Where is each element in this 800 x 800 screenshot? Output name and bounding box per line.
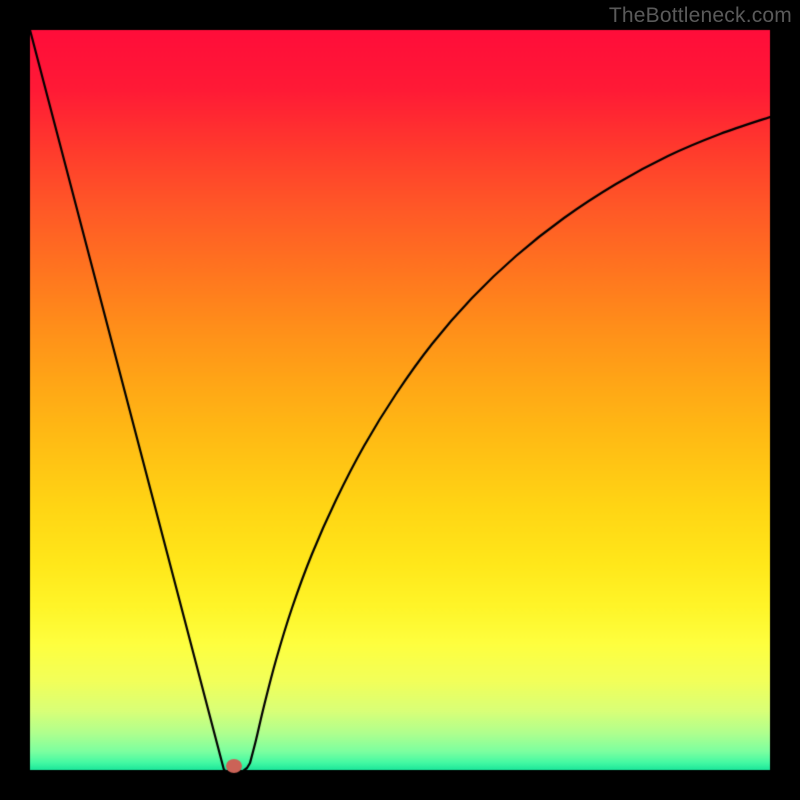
bottleneck-chart-canvas	[0, 0, 800, 800]
chart-container: TheBottleneck.com	[0, 0, 800, 800]
watermark-text: TheBottleneck.com	[609, 4, 792, 28]
